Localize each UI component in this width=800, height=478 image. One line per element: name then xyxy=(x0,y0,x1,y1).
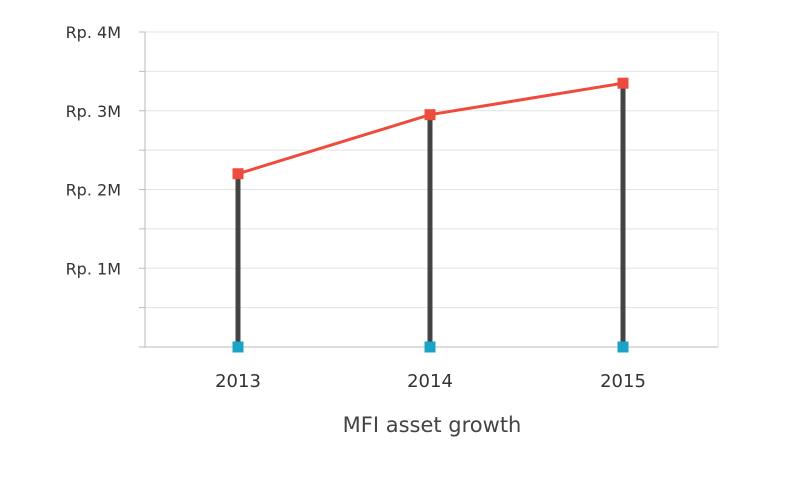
x-tick-label: 2014 xyxy=(407,371,453,392)
data-point-marker xyxy=(232,168,244,180)
y-tick-labels: Rp. 4M Rp. 3M Rp. 2M Rp. 1M xyxy=(66,23,121,278)
series-markers xyxy=(232,77,629,353)
baseline-marker xyxy=(617,341,629,353)
y-tick-label: Rp. 3M xyxy=(66,102,121,121)
value-stems xyxy=(235,83,626,347)
x-axis-title: MFI asset growth xyxy=(343,413,522,437)
x-tick-label: 2013 xyxy=(215,371,261,392)
y-tick-label: Rp. 2M xyxy=(66,181,121,200)
data-point-marker xyxy=(424,109,436,121)
x-tick-label: 2015 xyxy=(600,371,646,392)
baseline-marker xyxy=(424,341,436,353)
x-tick-labels: 2013 2014 2015 xyxy=(215,371,646,392)
y-tick-label: Rp. 1M xyxy=(66,259,121,278)
y-tick-label: Rp. 4M xyxy=(66,23,121,42)
baseline-marker xyxy=(232,341,244,353)
data-point-marker xyxy=(617,77,629,89)
